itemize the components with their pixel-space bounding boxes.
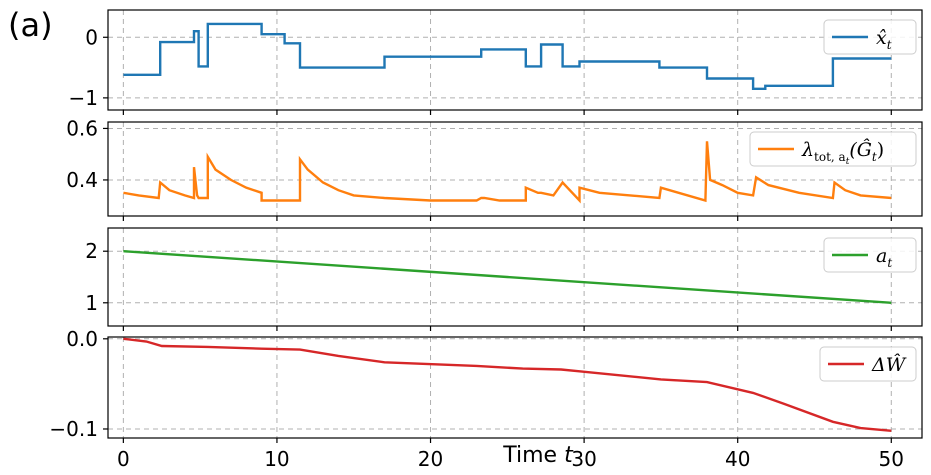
legend-box [819, 346, 917, 382]
legend: λtot, at(Ĝt) [749, 131, 917, 167]
legend: at [823, 237, 917, 273]
series-line-1 [123, 22, 892, 91]
plot-frame [107, 9, 923, 111]
chart-panel-3: 2 1 at [85, 227, 923, 331]
legend: x̂t [823, 19, 917, 55]
chart-panel-1: 0 −1 x̂t [69, 9, 923, 115]
y-tick-label: −0.1 [49, 417, 98, 441]
legend-box [823, 237, 917, 273]
x-tick-label: 20 [418, 447, 443, 471]
chart-panel-2: 0.6 0.4 λtot, at(Ĝt) [66, 116, 923, 221]
y-tick-label: 0.0 [66, 327, 98, 351]
series-line-2 [123, 141, 892, 204]
legend-label: ΔŴ [871, 353, 907, 376]
x-tick-label: 50 [879, 447, 904, 471]
series-line-3 [123, 250, 892, 304]
x-tick-label: 0 [117, 447, 130, 471]
x-tick-label: 40 [725, 447, 750, 471]
y-tick-label: 0.6 [66, 116, 98, 140]
x-tick-label: 10 [264, 447, 289, 471]
legend: ΔŴ [819, 346, 917, 382]
y-tick-label: 0.4 [66, 168, 98, 192]
chart-panel-4: 0.0 −0.1 0 10 20 30 40 50 Time t ΔŴ [49, 327, 923, 471]
plot-frame [107, 336, 923, 439]
legend-label: λtot, at(Ĝt) [801, 138, 884, 167]
legend-box [823, 19, 917, 55]
y-tick-label: 2 [85, 239, 98, 263]
x-axis-label: Time t [502, 443, 574, 468]
y-tick-label: 1 [85, 291, 98, 315]
plot-frame [107, 121, 923, 217]
y-tick-label: −1 [69, 86, 98, 110]
legend-label: x̂t [876, 27, 892, 52]
y-tick-label: 0 [85, 25, 98, 49]
x-tick-label: 30 [571, 447, 596, 471]
plot-frame [107, 227, 923, 327]
legend-label: at [876, 245, 892, 270]
legend-box [749, 131, 917, 167]
panel-label: (a) [8, 6, 53, 44]
series-line-4 [123, 337, 892, 432]
